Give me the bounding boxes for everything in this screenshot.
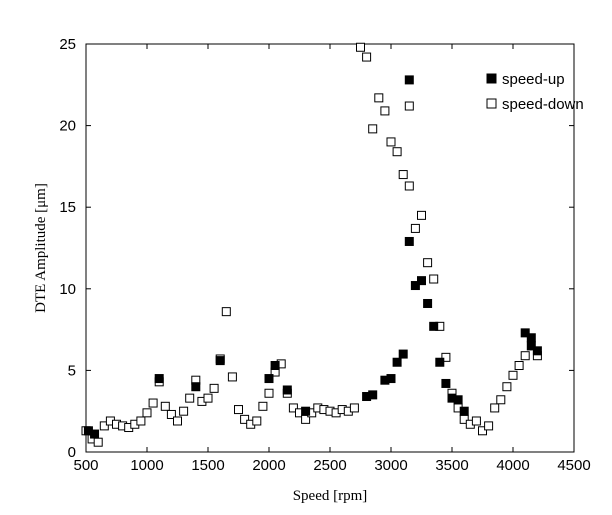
plot-area xyxy=(85,43,575,453)
data-point-speed-down xyxy=(417,210,426,220)
y-tick-label: 15 xyxy=(59,199,76,216)
x-tick-label: 1000 xyxy=(130,457,163,474)
y-axis-label: DTE Amplitude [μm] xyxy=(33,183,49,313)
x-axis-label: Speed [rpm] xyxy=(293,488,368,504)
data-point-speed-up xyxy=(191,382,201,392)
data-point-speed-up xyxy=(301,406,311,416)
data-point-speed-down xyxy=(514,361,524,371)
data-point-speed-up xyxy=(90,429,100,439)
data-point-speed-down xyxy=(484,421,494,431)
data-point-speed-down xyxy=(386,137,396,147)
data-point-speed-down xyxy=(380,106,390,116)
data-point-speed-up xyxy=(398,349,408,359)
data-point-speed-up xyxy=(429,321,439,331)
data-point-speed-down xyxy=(410,223,420,233)
y-tick-label: 20 xyxy=(59,118,76,135)
legend-label-speed-up: speed-up xyxy=(502,71,565,88)
data-point-speed-up xyxy=(270,361,280,371)
legend-marker-speed-down xyxy=(486,98,497,109)
x-tick-label: 3500 xyxy=(435,457,468,474)
data-point-speed-up xyxy=(526,341,536,351)
data-point-speed-up xyxy=(423,298,433,308)
data-point-speed-up xyxy=(417,276,426,286)
data-point-speed-down xyxy=(136,416,146,426)
data-point-speed-up xyxy=(453,395,463,405)
data-point-speed-down xyxy=(203,393,213,403)
data-point-speed-down xyxy=(252,416,262,426)
data-point-speed-up xyxy=(282,385,292,395)
data-point-speed-down xyxy=(404,101,414,111)
x-tick-label: 4500 xyxy=(557,457,590,474)
data-point-speed-up xyxy=(404,75,414,85)
data-point-speed-down xyxy=(179,406,189,416)
data-point-speed-down xyxy=(227,372,237,382)
y-tick-label: 5 xyxy=(68,362,76,379)
data-point-speed-down xyxy=(490,403,500,413)
data-point-speed-down xyxy=(429,274,439,284)
x-tick-label: 4000 xyxy=(496,457,529,474)
legend-label-speed-down: speed-down xyxy=(502,96,584,113)
data-point-speed-up xyxy=(392,357,402,367)
data-point-speed-down xyxy=(185,393,195,403)
y-tick-label: 25 xyxy=(59,36,76,53)
y-tick-label: 0 xyxy=(68,444,76,461)
x-tick-label: 1500 xyxy=(191,457,224,474)
data-point-speed-down xyxy=(471,416,481,426)
data-point-speed-down xyxy=(362,52,372,62)
data-point-speed-down xyxy=(221,307,231,317)
legend: speed-up speed-down xyxy=(486,71,584,113)
data-point-speed-up xyxy=(459,406,469,416)
data-point-speed-down xyxy=(93,437,103,447)
x-tick-label: 2000 xyxy=(252,457,285,474)
data-point-speed-down xyxy=(496,395,506,405)
data-point-speed-down xyxy=(240,414,250,424)
axis-ticks xyxy=(85,43,575,453)
data-point-speed-down xyxy=(478,426,487,436)
data-point-speed-down xyxy=(288,403,298,413)
data-point-speed-up xyxy=(264,374,274,384)
axis-tick-labels: 500 1000 1500 2000 2500 3000 3500 4000 4500 0 5 10 1… xyxy=(59,36,590,474)
data-point-speed-down xyxy=(142,408,152,418)
data-point-speed-up xyxy=(441,378,451,388)
data-point-speed-down xyxy=(356,42,365,52)
data-point-speed-up xyxy=(526,333,536,343)
data-point-speed-down xyxy=(374,93,384,103)
data-point-speed-down xyxy=(99,421,109,431)
data-point-speed-down xyxy=(392,147,402,157)
data-point-speed-up xyxy=(532,346,542,356)
data-point-speed-down xyxy=(398,170,408,180)
x-tick-label: 500 xyxy=(73,457,98,474)
data-point-speed-down xyxy=(502,382,512,392)
data-point-speed-down xyxy=(209,383,219,393)
data-point-speed-up xyxy=(404,236,414,246)
x-tick-label: 2500 xyxy=(313,457,346,474)
x-tick-label: 3000 xyxy=(374,457,407,474)
data-point-speed-down xyxy=(234,405,243,415)
data-point-speed-down xyxy=(423,258,433,268)
data-point-speed-up xyxy=(520,328,530,338)
data-points xyxy=(81,42,542,447)
data-point-speed-down xyxy=(148,398,158,408)
legend-marker-speed-up xyxy=(486,73,497,84)
data-point-speed-up xyxy=(410,281,420,291)
data-point-speed-down xyxy=(368,124,378,134)
data-point-speed-down xyxy=(520,351,530,361)
y-tick-label: 10 xyxy=(59,281,76,298)
data-point-speed-down xyxy=(173,416,182,426)
data-point-speed-up xyxy=(215,356,225,366)
data-point-speed-down xyxy=(508,370,518,380)
data-point-speed-down xyxy=(441,352,451,362)
data-point-speed-up xyxy=(386,374,396,384)
data-point-speed-up xyxy=(154,374,164,384)
data-point-speed-down xyxy=(264,388,274,398)
data-point-speed-down xyxy=(258,401,268,411)
data-point-speed-down xyxy=(404,181,414,191)
data-point-speed-down xyxy=(166,409,176,419)
data-point-speed-up xyxy=(435,357,445,367)
data-point-speed-down xyxy=(349,403,359,413)
data-point-speed-up xyxy=(368,390,378,400)
data-point-speed-down xyxy=(160,401,170,411)
